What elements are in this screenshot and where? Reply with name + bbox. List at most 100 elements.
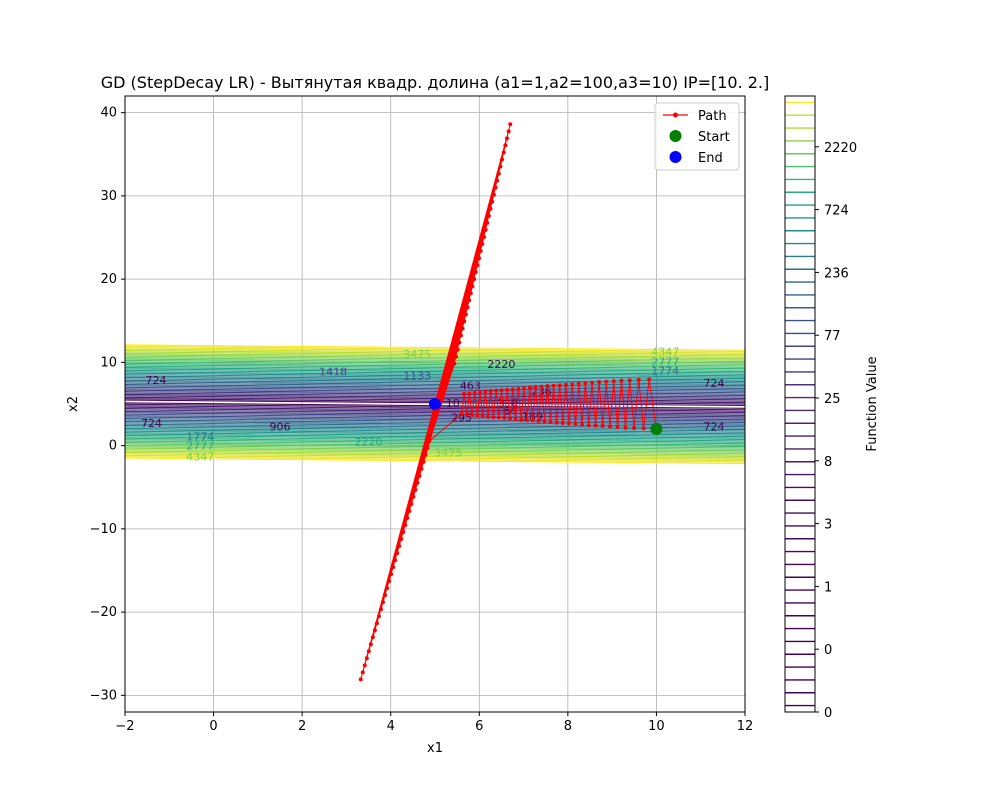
- path-point: [557, 383, 562, 388]
- legend-path-dot: [673, 112, 678, 118]
- path-point: [470, 412, 475, 417]
- path-point: [586, 422, 591, 427]
- contour-line: [125, 357, 745, 364]
- path-point: [499, 388, 504, 393]
- x-tick-label: −2: [115, 719, 134, 734]
- path-point: [415, 480, 420, 485]
- path-point: [498, 164, 503, 169]
- contour-line: [125, 348, 745, 356]
- legend-label: Start: [698, 130, 730, 145]
- path-point: [583, 381, 588, 386]
- path-point: [470, 284, 475, 289]
- x-tick-label: 2: [298, 719, 306, 734]
- contour-line: [125, 347, 745, 354]
- contour-label: 8: [511, 396, 518, 409]
- path-point: [486, 414, 491, 419]
- contour-label: 4347: [651, 346, 679, 359]
- path-point: [522, 386, 527, 391]
- path-point: [533, 385, 538, 390]
- path-point: [611, 379, 616, 384]
- contour-line: [125, 368, 745, 375]
- contour-line: [125, 451, 745, 459]
- contour-label: 724: [704, 420, 725, 433]
- path-point: [545, 384, 550, 389]
- contour-label: 4347: [186, 450, 214, 463]
- path-point: [647, 377, 652, 382]
- path-point: [502, 415, 507, 420]
- path-point: [467, 298, 472, 303]
- path-point: [580, 422, 585, 427]
- path-point: [468, 291, 473, 296]
- y-tick-label: −30: [90, 688, 117, 703]
- path-point: [362, 663, 367, 668]
- contour-label: 2220: [487, 358, 515, 371]
- contour-line: [125, 344, 745, 351]
- start-end-markers: [429, 398, 663, 435]
- contour-label: 3: [498, 397, 505, 410]
- path-point: [513, 416, 518, 421]
- path-point: [496, 415, 501, 420]
- x-tick-label: 6: [475, 719, 483, 734]
- path-point: [397, 544, 402, 549]
- path-point: [623, 425, 628, 430]
- contour-label: 10: [446, 397, 460, 410]
- path-point: [519, 417, 524, 422]
- x-tick-label: 4: [387, 719, 395, 734]
- path-point: [488, 206, 493, 211]
- path-point: [421, 459, 426, 464]
- legend: Path Start End: [654, 102, 740, 171]
- y-tick-label: 0: [109, 439, 117, 454]
- path-point: [405, 515, 410, 520]
- path-point: [358, 677, 363, 682]
- contour-line: [125, 388, 745, 395]
- contour-line: [125, 432, 745, 439]
- contour-line: [125, 374, 745, 381]
- path-point: [486, 213, 491, 218]
- path-point: [495, 178, 500, 183]
- legend-end-swatch: [669, 151, 682, 163]
- contour-line: [125, 437, 745, 445]
- contour-line: [125, 361, 745, 368]
- path-point: [491, 414, 496, 419]
- y-tick-label: 10: [100, 355, 117, 370]
- path-point: [491, 192, 496, 197]
- path-point: [473, 270, 478, 275]
- contour-line: [125, 391, 745, 398]
- path-point: [360, 670, 365, 675]
- path-point: [425, 445, 430, 450]
- contour-line: [125, 366, 745, 374]
- path-point: [593, 423, 598, 428]
- colorbar-tick-label: 3: [824, 518, 832, 533]
- y-axis-label: x2: [66, 396, 81, 412]
- path-point: [524, 417, 529, 422]
- path-point: [604, 379, 609, 384]
- contour-label: 1133: [403, 370, 431, 383]
- contour-line: [125, 443, 745, 450]
- y-tick-label: 40: [100, 106, 117, 121]
- contour-line: [125, 365, 745, 373]
- contour-label: 3475: [434, 446, 462, 459]
- path-point: [641, 426, 646, 431]
- contour-line: [125, 436, 745, 443]
- path-point: [368, 642, 373, 647]
- path-point: [465, 305, 470, 310]
- path-point: [419, 466, 424, 471]
- path-point: [393, 558, 398, 563]
- path-point: [370, 635, 375, 640]
- path-point: [600, 423, 605, 428]
- contour-line: [125, 446, 745, 453]
- path-point: [576, 381, 581, 386]
- path-point: [570, 382, 575, 387]
- path-point: [385, 586, 390, 591]
- path-point: [467, 391, 472, 396]
- path-point: [407, 508, 412, 513]
- contour-label: 724: [704, 377, 725, 390]
- path-point: [488, 389, 493, 394]
- contour-line: [125, 430, 745, 438]
- contour-label: 1774: [186, 430, 214, 443]
- path-point: [627, 378, 632, 383]
- path-point: [504, 136, 509, 141]
- contour-line: [125, 439, 745, 446]
